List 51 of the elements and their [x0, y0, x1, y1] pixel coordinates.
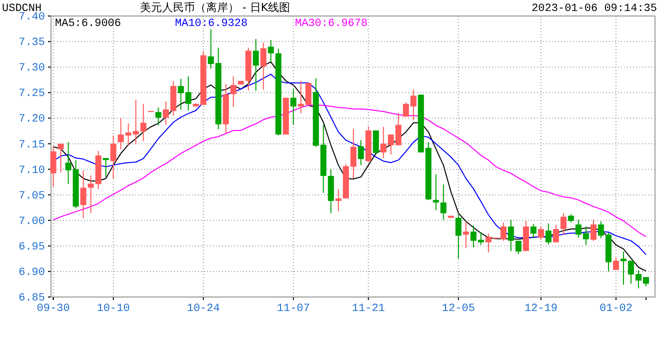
candlestick: [590, 219, 596, 242]
candlestick: [230, 76, 236, 108]
candlestick: [560, 212, 566, 236]
candlestick: [440, 184, 446, 220]
candlestick: [372, 130, 379, 154]
candlestick: [530, 223, 536, 239]
x-tick-label: 12-19: [524, 302, 558, 315]
y-tick-label: 7.35: [18, 37, 45, 50]
y-tick-label: 6.90: [18, 266, 45, 279]
y-tick-label: 7.25: [18, 88, 45, 100]
candlestick: [80, 170, 86, 219]
y-tick-label: 6.85: [18, 292, 45, 305]
candlestick: [268, 40, 274, 63]
x-tick-label: 12-05: [442, 302, 475, 315]
candlestick: [58, 143, 64, 173]
candlestick: [290, 88, 296, 126]
text: 2023-01-06 09:14:35: [532, 3, 657, 15]
y-tick-label: 6.95: [18, 241, 45, 254]
candlestick: [155, 106, 162, 126]
y-tick-label: 7.05: [18, 190, 45, 202]
line-series: [52, 104, 646, 238]
chart-title: 美元人民币（离岸） - 日K线图: [140, 1, 290, 14]
x-tick-label: 10-10: [96, 302, 130, 315]
x-tick-label: 09-30: [36, 302, 70, 315]
candlestick: [432, 174, 439, 211]
candlestick: [102, 158, 109, 178]
x-tick-label: 10-24: [186, 302, 220, 315]
candlestick: [552, 224, 559, 243]
y-tick-label: 7.00: [18, 216, 45, 228]
candlestick: [260, 42, 266, 90]
candlestick: [455, 214, 462, 260]
candlestick: [538, 226, 544, 240]
y-tick-label: 7.30: [18, 62, 45, 75]
text: MA10:6.9328: [175, 18, 248, 30]
candlestick: [358, 140, 364, 166]
y-tick-label: 7.15: [18, 139, 45, 152]
candlestick: [515, 240, 522, 255]
candlestick: [335, 188, 342, 212]
x-tick-label: 11-07: [276, 302, 310, 315]
text: MA30:6.9678: [295, 18, 368, 30]
x-tick-label: 11-21: [352, 302, 386, 315]
candlestick: [252, 38, 259, 92]
text: MA5:6.9006: [55, 18, 122, 30]
x-tick-label: 01-02: [599, 302, 632, 315]
candlestick: [462, 220, 469, 248]
y-tick-label: 7.10: [18, 164, 45, 177]
candlestick: [110, 135, 116, 180]
candlestick: [508, 219, 514, 252]
candlestick: [612, 257, 619, 270]
candlestick: [545, 222, 552, 245]
y-tick-label: 7.20: [18, 114, 45, 126]
